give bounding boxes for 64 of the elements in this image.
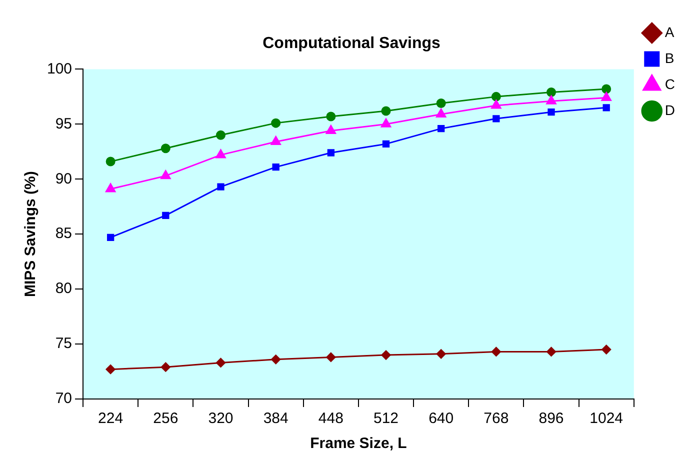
point: [436, 108, 446, 118]
point: [106, 364, 116, 374]
point: [602, 104, 610, 112]
point: [438, 124, 445, 132]
point: [548, 108, 555, 116]
point: [272, 163, 280, 171]
point: [160, 170, 171, 180]
x-tick-label: 448: [318, 410, 344, 428]
point: [271, 354, 281, 364]
point: [602, 84, 612, 94]
point: [160, 144, 170, 154]
point: [492, 115, 500, 122]
point: [602, 344, 612, 354]
y-tick-label: 80: [55, 280, 72, 298]
point: [216, 130, 226, 140]
point: [381, 106, 391, 116]
x-tick-label: 768: [484, 410, 509, 428]
point: [105, 183, 116, 192]
x-tick-label: 640: [428, 410, 454, 428]
x-axis-title: Frame Size, L: [310, 435, 407, 452]
point: [326, 352, 336, 362]
x-tick-label: 512: [373, 410, 399, 428]
point: [546, 346, 556, 356]
point: [381, 350, 391, 360]
y-tick-label: 75: [55, 335, 72, 352]
x-tick-label: 384: [263, 410, 288, 428]
x-tick-label: 896: [538, 410, 564, 428]
legend-label: C: [664, 76, 676, 92]
x-tick-label: 320: [208, 410, 234, 428]
point: [326, 112, 336, 122]
legend-label: B: [664, 50, 674, 66]
point: [546, 95, 556, 104]
point: [491, 92, 501, 102]
point: [382, 140, 390, 148]
point: [217, 183, 224, 190]
legend-label: A: [664, 24, 675, 40]
point: [106, 156, 116, 166]
x-tick-label: 224: [98, 410, 124, 428]
y-tick-label: 70: [55, 390, 72, 408]
point: [436, 98, 446, 108]
x-tick-label: 256: [153, 410, 178, 428]
point: [601, 92, 612, 102]
point: [380, 118, 392, 128]
point: [491, 100, 502, 109]
legend-label: D: [664, 102, 676, 118]
chart-title: Computational Savings: [262, 35, 440, 52]
point: [271, 118, 281, 128]
point: [270, 136, 281, 146]
y-tick-label: 95: [55, 115, 72, 132]
point: [106, 234, 114, 241]
point: [326, 125, 336, 134]
point: [491, 346, 501, 356]
point: [160, 362, 170, 372]
point: [546, 88, 556, 98]
point: [327, 149, 334, 156]
point: [162, 212, 170, 219]
point: [436, 349, 446, 359]
y-tick-label: 90: [55, 170, 72, 188]
y-tick-label: 100: [46, 60, 72, 78]
x-tick-label: 1024: [590, 410, 624, 428]
point: [216, 149, 226, 158]
y-tick-label: 85: [55, 225, 72, 242]
y-axis-title: MIPS Savings (%): [22, 171, 40, 298]
point: [216, 358, 226, 368]
